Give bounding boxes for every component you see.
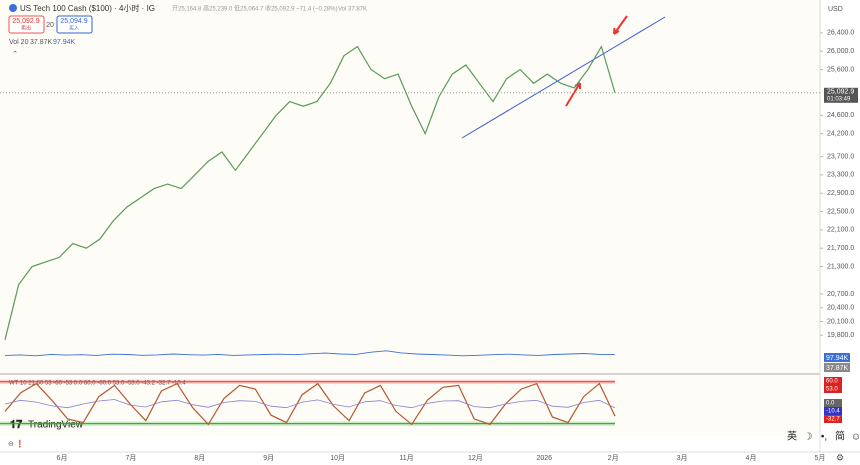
ohlc: 开25,164.8 高25,239.0 低25,064.7 收25,092.9 … (172, 5, 337, 13)
countdown: 01:03:49 (827, 96, 851, 102)
arrow (613, 15, 628, 35)
y-tick-label: 20,100.0 (827, 318, 854, 325)
y-tick-label: 20,700.0 (827, 291, 854, 298)
title: US Tech 100 Cash ($100) · 4小时 · IG (20, 3, 155, 13)
buy-button[interactable] (56, 15, 93, 34)
buy-label[interactable]: 买入 (69, 24, 79, 31)
osc-tag-label: -32.7 (826, 417, 840, 423)
x-tick-label: 7月 (125, 454, 136, 462)
currency[interactable]: USD (828, 6, 843, 13)
osc-tag (824, 399, 842, 407)
spread: 20 (46, 22, 54, 29)
osc-legend: WT 10 21 60 53 -60 -53 0.0 60.0 -60.0 53… (9, 381, 186, 387)
y-tick-label: 22,100.0 (827, 227, 854, 234)
x-tick-label: 9月 (263, 454, 274, 462)
y-tick-label: 23,700.0 (827, 153, 854, 160)
osc-tag (824, 415, 842, 423)
settings[interactable]: ⚙ (836, 452, 844, 462)
vol-value: 37.87K (30, 39, 53, 46)
sell-label[interactable]: 卖出 (21, 24, 31, 31)
y-tick-label: 24,200.0 (827, 131, 854, 138)
settings-left[interactable]: ⊖ ❗ (8, 439, 25, 448)
plot-bg (0, 0, 820, 436)
x-tick-label: 2月 (608, 454, 619, 462)
x-tick-label: 3月 (677, 454, 688, 462)
y-tick-label: 22,500.0 (827, 208, 854, 215)
x-tick-label: 10月 (330, 454, 345, 462)
osc-tag (824, 377, 842, 385)
vol-ma: 97.94K (53, 39, 76, 46)
volume-tag (824, 363, 850, 372)
ime-button[interactable]: ☽ (804, 432, 813, 443)
osc-line (4, 399, 616, 409)
x-tick-label: 2026 (537, 455, 553, 462)
collapse[interactable]: ⌃ (12, 50, 18, 58)
osc-tag (824, 407, 842, 415)
osc-line (4, 382, 616, 426)
flag (9, 4, 17, 12)
x-tick-label: 4月 (746, 454, 757, 462)
ime-button[interactable]: 英 (787, 430, 797, 443)
y-tick-label: 23,300.0 (827, 172, 854, 179)
vol-legend: Vol 20 (9, 39, 29, 46)
volume-tag-label: 37.87K (826, 365, 849, 372)
trend-line (461, 16, 666, 139)
y-tick-label: 20,400.0 (827, 305, 854, 312)
vol: Vol 37.87K (338, 7, 367, 13)
y-tick-label: 24,600.0 (827, 112, 854, 119)
sell-button[interactable] (8, 15, 45, 34)
y-tick-label: 21,300.0 (827, 263, 854, 270)
price-line (4, 45, 616, 340)
volume-tag (824, 353, 850, 362)
sell-price[interactable]: 25,092.9 (12, 18, 39, 25)
volume-ma (4, 350, 615, 357)
price-tag-label: 25,092.9 (827, 89, 854, 96)
y-tick-label: 26,000.0 (827, 48, 854, 55)
ime-button[interactable]: ☺ (851, 432, 860, 443)
x-tick-label: 11月 (399, 454, 413, 462)
ime-button[interactable]: •, (821, 432, 827, 443)
y-tick-label: 19,800.0 (827, 332, 854, 339)
y-tick-label: 22,900.0 (827, 190, 854, 197)
buy-price[interactable]: 25,094.9 (60, 18, 87, 25)
osc-tag-label: -10.4 (826, 409, 840, 415)
y-tick-label: 26,400.0 (827, 30, 854, 37)
osc-tag-label: 60.0 (826, 379, 838, 385)
osc-tag-label: 0.0 (826, 401, 835, 407)
ime-button[interactable]: 简 (835, 430, 845, 443)
x-tick-label: 12月 (468, 454, 483, 462)
x-tick-label: 6月 (57, 454, 68, 462)
x-tick-label: 8月 (194, 454, 205, 462)
volume-tag-label: 97.94K (826, 355, 849, 362)
brand: TradingView (28, 420, 84, 431)
x-tick-label: 5月 (814, 454, 825, 462)
y-tick-label: 25,600.0 (827, 66, 854, 73)
logo: 𝟏𝟕 (10, 419, 23, 431)
price-tag (824, 87, 858, 103)
osc-tag (824, 385, 842, 393)
osc-tag-label: 53.0 (826, 387, 838, 393)
y-tick-label: 21,700.0 (827, 245, 854, 252)
